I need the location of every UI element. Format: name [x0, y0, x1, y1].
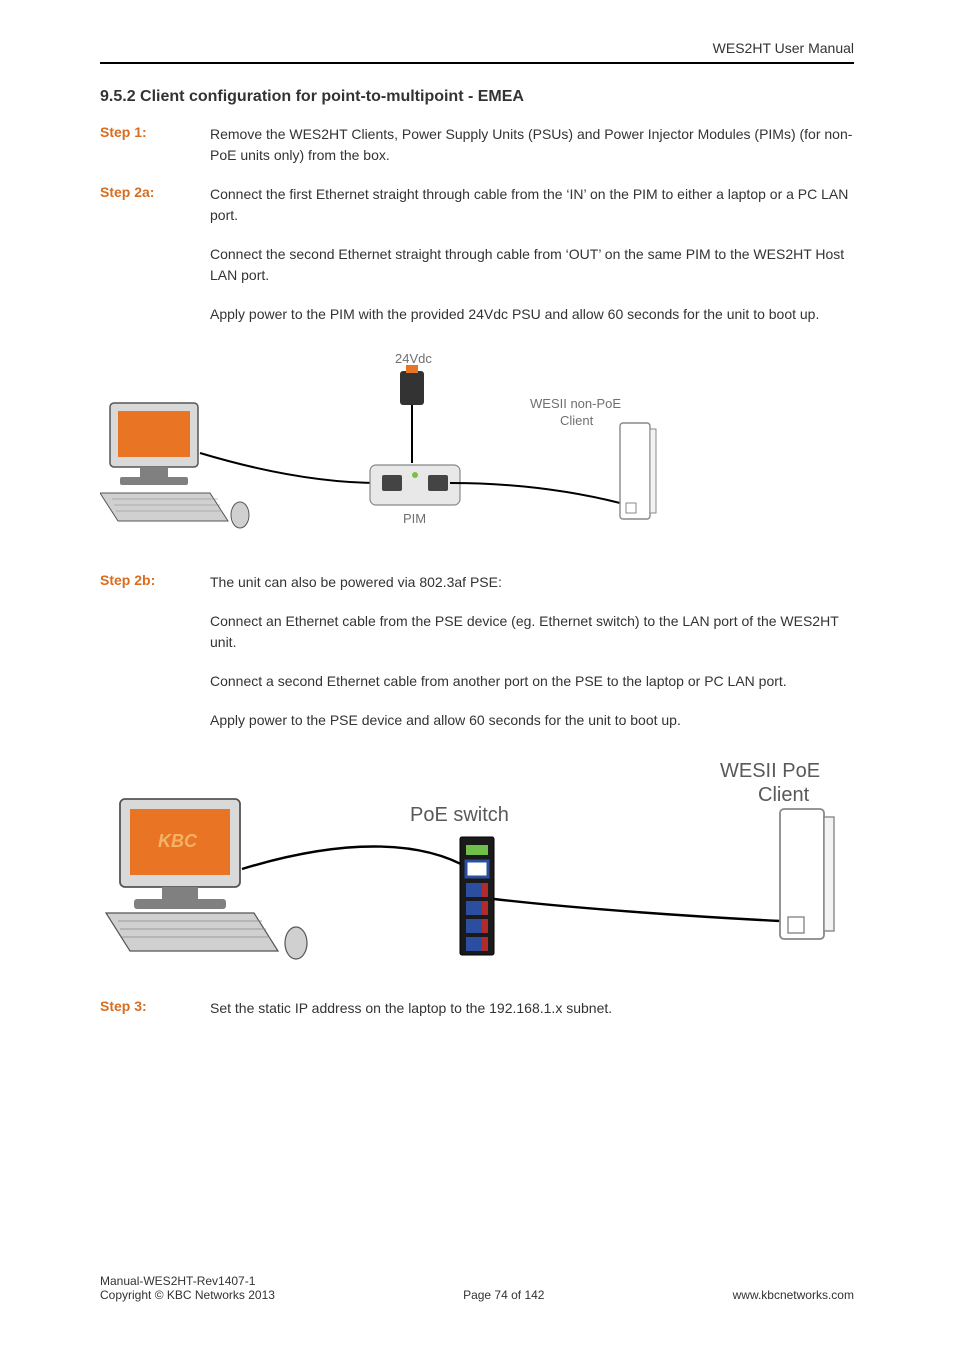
footer: Manual-WES2HT-Rev1407-1 Copyright © KBC …: [100, 1274, 854, 1302]
diagram-poe: KBC PoE switch: [100, 749, 854, 974]
step-2b-label: Step 2b:: [100, 572, 210, 731]
step-3: Step 3: Set the static IP address on the…: [100, 998, 854, 1019]
step-2b-p2: Connect an Ethernet cable from the PSE d…: [210, 611, 854, 653]
client-label-2: Client: [560, 413, 594, 428]
pim-icon: PIM: [370, 465, 460, 526]
step-2a: Step 2a: Connect the first Ethernet stra…: [100, 184, 854, 325]
step-2a-label: Step 2a:: [100, 184, 210, 325]
poe-switch-icon: PoE switch: [410, 804, 509, 955]
step-2b-body: The unit can also be powered via 802.3af…: [210, 572, 854, 731]
footer-url: www.kbcnetworks.com: [733, 1288, 854, 1302]
client-enclosure-icon: WESII non-PoE Client: [530, 396, 656, 519]
header-doc-title: WES2HT User Manual: [100, 40, 854, 56]
step-1: Step 1: Remove the WES2HT Clients, Power…: [100, 124, 854, 166]
step-1-label: Step 1:: [100, 124, 210, 166]
cable-pc-pim: [200, 453, 380, 483]
kbc-logo-text: KBC: [158, 831, 198, 851]
client2-label-1: WESII PoE: [720, 760, 820, 782]
step-3-label: Step 3:: [100, 998, 210, 1019]
step-2b: Step 2b: The unit can also be powered vi…: [100, 572, 854, 731]
step-1-body: Remove the WES2HT Clients, Power Supply …: [210, 124, 854, 166]
computer-icon: [100, 403, 249, 528]
page: WES2HT User Manual 9.5.2 Client configur…: [0, 0, 954, 1350]
footer-page: Page 74 of 142: [463, 1288, 544, 1302]
diagram-poe-svg: KBC PoE switch: [100, 749, 860, 969]
section-number: 9.5.2: [100, 88, 136, 105]
client-label-1: WESII non-PoE: [530, 396, 621, 411]
step-2b-p3: Connect a second Ethernet cable from ano…: [210, 671, 854, 692]
step-1-p1: Remove the WES2HT Clients, Power Supply …: [210, 124, 854, 166]
step-3-p1: Set the static IP address on the laptop …: [210, 998, 854, 1019]
footer-line1: Manual-WES2HT-Rev1407-1: [100, 1274, 275, 1288]
step-2b-p4: Apply power to the PSE device and allow …: [210, 710, 854, 731]
step-2a-p2: Connect the second Ethernet straight thr…: [210, 244, 854, 286]
cable-pc-switch: [242, 847, 470, 870]
section-title-text: Client configuration for point-to-multip…: [140, 88, 524, 105]
client-enclosure-icon-2: WESII PoE Client: [720, 760, 834, 939]
footer-left: Manual-WES2HT-Rev1407-1 Copyright © KBC …: [100, 1274, 275, 1302]
diagram-pim-svg: 24Vdc PIM WESII non-PoE Client: [100, 343, 750, 543]
header-rule: [100, 62, 854, 64]
step-3-body: Set the static IP address on the laptop …: [210, 998, 854, 1019]
step-2b-p1: The unit can also be powered via 802.3af…: [210, 572, 854, 593]
computer-icon-2: KBC: [106, 799, 307, 959]
step-2a-p1: Connect the first Ethernet straight thro…: [210, 184, 854, 226]
section-heading: 9.5.2 Client configuration for point-to-…: [100, 88, 854, 106]
footer-line2: Copyright © KBC Networks 2013: [100, 1288, 275, 1302]
diagram-pim: 24Vdc PIM WESII non-PoE Client: [100, 343, 854, 548]
psu-icon: 24Vdc: [395, 351, 432, 463]
pim-label: PIM: [403, 511, 426, 526]
step-2a-p3: Apply power to the PIM with the provided…: [210, 304, 854, 325]
psu-label: 24Vdc: [395, 351, 432, 366]
cable-switch-client: [494, 899, 780, 921]
client2-label-2: Client: [758, 784, 810, 806]
poe-switch-label: PoE switch: [410, 804, 509, 826]
cable-pim-client: [450, 483, 620, 503]
step-2a-body: Connect the first Ethernet straight thro…: [210, 184, 854, 325]
